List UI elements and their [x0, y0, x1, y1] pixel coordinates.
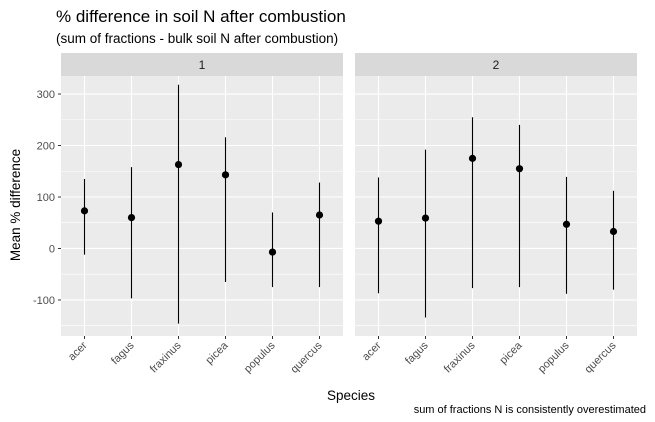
mean-point-fagus: [421, 214, 430, 222]
x-tick-label-picea: picea: [204, 339, 232, 367]
mean-point-picea: [515, 165, 524, 173]
chart-subtitle: (sum of fractions - bulk soil N after co…: [56, 31, 338, 46]
y-tick-label: 100: [37, 192, 55, 204]
facet-panel-2: 2 acer fagus fraxinus picea populus quercus: [355, 53, 637, 376]
panel-background: [355, 76, 637, 336]
y-axis-title: Mean % difference: [8, 149, 23, 261]
mean-point-fraxinus: [468, 154, 477, 162]
x-tick-label-quercus: quercus: [582, 339, 619, 376]
facet-strip: [61, 53, 343, 76]
x-tick-label-quercus: quercus: [288, 339, 325, 376]
x-tick-label-acer: acer: [360, 339, 384, 363]
mean-point-populus: [268, 248, 277, 256]
x-tick-label-populus: populus: [242, 339, 278, 375]
mean-point-picea: [221, 171, 230, 179]
x-tick-label-fraxinus: fraxinus: [148, 339, 184, 375]
mean-point-fraxinus: [174, 160, 183, 169]
mean-point-quercus: [609, 227, 618, 236]
x-tick-label-fraxinus: fraxinus: [442, 339, 478, 375]
facet-panels: 1 acer fagus fraxinus picea populus quercus 2 ac…: [61, 53, 637, 376]
y-tick-label: 300: [37, 89, 55, 101]
facet-panel-1: 1 acer fagus fraxinus picea populus quercus: [61, 53, 343, 376]
chart-caption: sum of fractions N is consistently overe…: [414, 404, 646, 416]
x-axis-title: Species: [327, 388, 375, 403]
mean-point-quercus: [315, 211, 324, 219]
mean-point-populus: [562, 220, 571, 228]
mean-point-fagus: [127, 213, 136, 222]
y-tick-label: 200: [37, 141, 55, 153]
y-tick-label: 0: [49, 243, 55, 255]
x-tick-label-acer: acer: [66, 339, 90, 363]
mean-point-acer: [374, 217, 383, 225]
facet-strip-label: 2: [493, 58, 500, 72]
facet-strip-label: 1: [199, 58, 206, 72]
x-tick-label-fagus: fagus: [109, 339, 137, 367]
panel-background: [61, 76, 343, 336]
facet-strip: [355, 53, 637, 76]
y-tick-label: -100: [33, 295, 55, 307]
y-axis: -100 0 100 200 300: [33, 89, 61, 307]
x-tick-label-fagus: fagus: [403, 339, 431, 367]
chart-title: % difference in soil N after combustion: [56, 7, 346, 26]
x-tick-label-populus: populus: [536, 339, 572, 375]
mean-point-acer: [80, 207, 89, 215]
x-tick-label-picea: picea: [498, 339, 526, 367]
